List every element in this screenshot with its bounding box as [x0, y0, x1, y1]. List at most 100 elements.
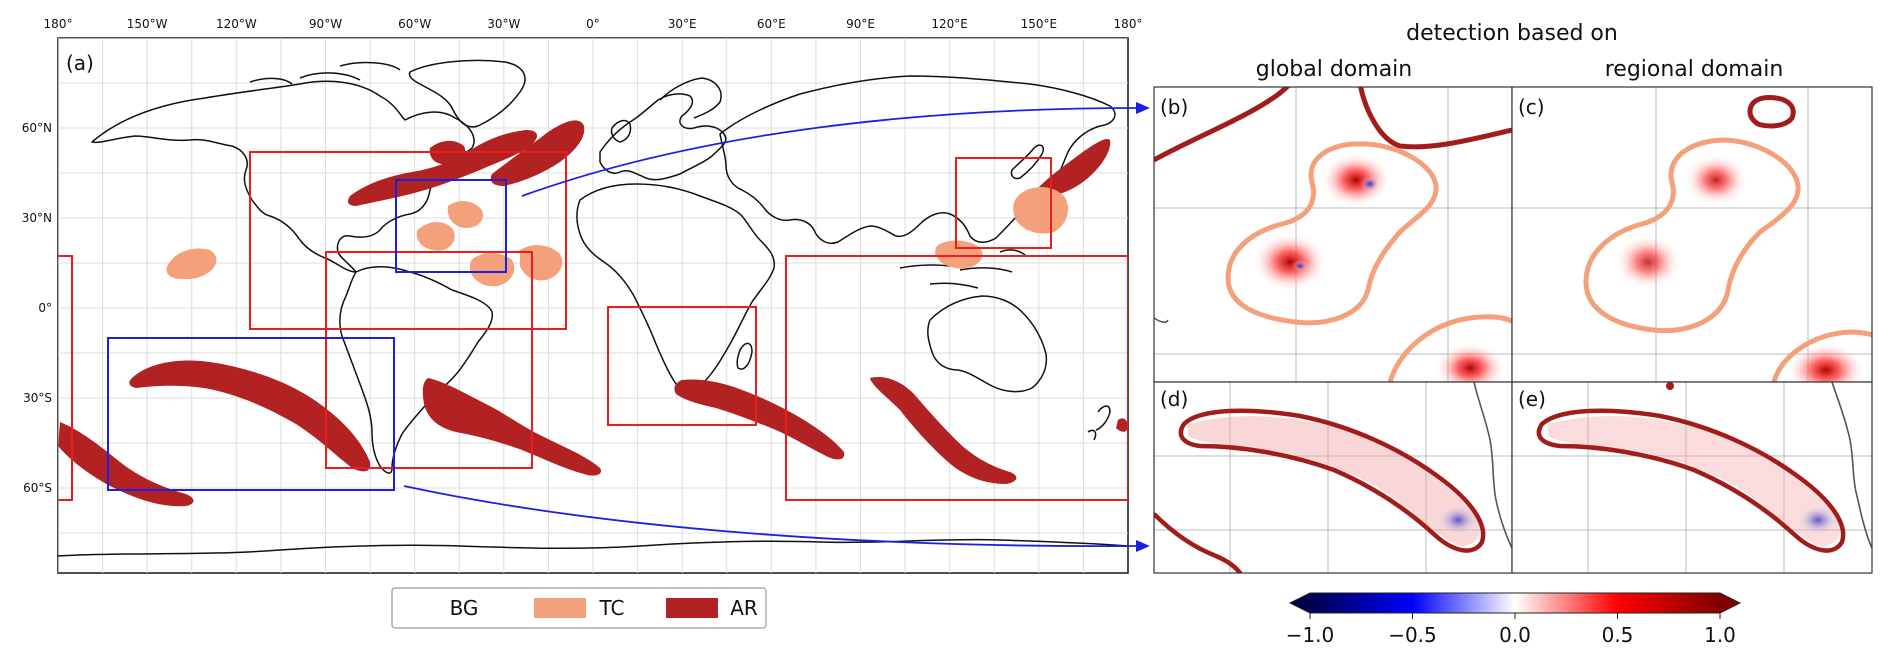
- relevance-hotspot-upper: [1320, 152, 1392, 208]
- uk-coast: [610, 119, 632, 143]
- europe-coast: [599, 93, 727, 181]
- panel-label-d: (d): [1160, 387, 1188, 411]
- ar-regions: [58, 120, 1128, 507]
- north-america-coast: [91, 80, 475, 273]
- ar-small-east: [1116, 418, 1128, 432]
- tc-atlantic-3: [470, 252, 515, 287]
- ar-south-pacific: [129, 360, 371, 472]
- panel-label-c: (c): [1518, 95, 1545, 119]
- longitude-label: 0°: [586, 17, 600, 31]
- relevance-band-e: [1548, 416, 1840, 546]
- world-map-panel: (a) 180° 150°W 120°W 90°W 60°W 30°W 0° 30°E 60°E…: [22, 17, 1143, 574]
- tc-contour-regional-corner: [1771, 329, 1872, 382]
- longitude-label: 150°E: [1021, 17, 1058, 31]
- colorbar-tick-label: 0.0: [1499, 623, 1531, 647]
- arrow-head-bottom: [1136, 540, 1150, 552]
- tc-atlantic-4: [520, 245, 563, 281]
- legend-swatch-ar: [666, 598, 718, 618]
- region-box-north-america: [249, 151, 567, 330]
- tc-contour-regional: [1583, 137, 1801, 334]
- coast-south-america-d: [1473, 382, 1512, 549]
- south-america-coast: [339, 266, 494, 474]
- connector-arrows: [403, 102, 1150, 552]
- relevance-hotspot-corner: [1434, 342, 1506, 382]
- longitude-label: 120°E: [931, 17, 968, 31]
- ar-indian-ocean: [870, 376, 1017, 484]
- map-gridlines: [58, 38, 1128, 573]
- region-box-south-pacific-edge: [58, 255, 73, 501]
- panel-d-global-ar: (d): [1153, 381, 1513, 574]
- legend-label-bg: BG: [450, 596, 479, 620]
- ar-contour-global-top: [1154, 87, 1512, 163]
- longitude-label: 90°E: [846, 17, 875, 31]
- madagascar-coast: [736, 342, 753, 370]
- ar-south-atlantic: [422, 378, 602, 476]
- tc-contour-global-corner: [1387, 314, 1512, 382]
- focus-boxes: [107, 179, 507, 491]
- region-box-caribbean: [325, 251, 533, 469]
- longitude-labels: 180° 150°W 120°W 90°W 60°W 30°W 0° 30°E 60°E 90°E…: [44, 17, 1143, 31]
- latitude-label: 60°N: [22, 121, 52, 135]
- detection-title: detection based on: [1406, 21, 1618, 46]
- longitude-label: 120°W: [216, 17, 257, 31]
- tc-contour-global: [1225, 141, 1439, 326]
- tc-east-pacific: [166, 248, 217, 280]
- ar-contour-regional-ring: [1747, 95, 1796, 129]
- africa-coast: [576, 183, 776, 391]
- panel-c-regional-tc: (c): [1511, 86, 1873, 383]
- greenland-coast: [408, 59, 526, 128]
- panel-label-b: (b): [1160, 95, 1188, 119]
- ar-north-pacific-japan: [1038, 138, 1111, 196]
- colorbar-tick-label: 0.5: [1602, 623, 1634, 647]
- longitude-label: 90°W: [309, 17, 342, 31]
- colorbar-min-extend: [1290, 593, 1310, 613]
- longitude-label: 180°: [1114, 17, 1143, 31]
- ar-dot-e: [1666, 382, 1674, 390]
- colorbar-max-extend: [1720, 593, 1740, 613]
- ar-contour-global: [1178, 408, 1486, 553]
- legend-label-ar: AR: [730, 596, 758, 620]
- tc-west-pacific-2: [1013, 187, 1069, 234]
- latitude-label: 30°S: [23, 391, 52, 405]
- panel-b-global-tc: (b): [1153, 86, 1513, 383]
- latitude-label: 60°S: [23, 481, 52, 495]
- scandinavia-coast: [659, 77, 722, 119]
- colorbar-gradient: [1310, 593, 1720, 613]
- relevance-band-d: [1188, 416, 1480, 546]
- panel-label-e: (e): [1518, 387, 1546, 411]
- region-box-indian-ocean: [785, 255, 1128, 501]
- asia-coast: [719, 75, 1116, 244]
- longitude-label: 60°E: [757, 17, 786, 31]
- relevance-hotspot-lower: [1252, 232, 1328, 292]
- coast-south-america-e: [1831, 382, 1872, 549]
- coastlines: [58, 59, 1128, 557]
- colorbar: −1.0 −0.5 0.0 0.5 1.0: [1286, 592, 1742, 647]
- colorbar-tick-label: −0.5: [1388, 623, 1437, 647]
- region-box-west-pacific: [955, 157, 1052, 249]
- region-box-south-africa: [607, 306, 757, 426]
- new-zealand-coast: [1087, 405, 1111, 441]
- map-legend: BG TC AR: [391, 587, 767, 629]
- tc-atlantic-2: [447, 201, 484, 228]
- latitude-label: 0°: [38, 301, 52, 315]
- arrow-to-top-panels: [521, 107, 1141, 197]
- longitude-label: 30°E: [668, 17, 697, 31]
- colorbar-ticks: −1.0 −0.5 0.0 0.5 1.0: [1286, 613, 1736, 647]
- latitude-labels: 60°N 30°N 0° 30°S 60°S: [22, 121, 52, 495]
- colorbar-tick-label: 1.0: [1704, 623, 1736, 647]
- legend-label-tc: TC: [598, 596, 624, 620]
- panel-label-a: (a): [66, 51, 94, 75]
- longitude-label: 150°W: [127, 17, 168, 31]
- arrow-head-top: [1136, 102, 1150, 114]
- antarctica-coast: [58, 538, 1128, 557]
- arrow-to-bottom-panels: [403, 485, 1141, 548]
- longitude-label: 30°W: [487, 17, 520, 31]
- longitude-label: 180°: [44, 17, 73, 31]
- focus-box-atlantic-tc: [395, 179, 507, 273]
- australia-coast: [927, 295, 1048, 393]
- colorbar-tick-label: −1.0: [1286, 623, 1335, 647]
- coast-fragment-b: [1154, 317, 1169, 323]
- column-header-regional: regional domain: [1605, 57, 1784, 82]
- legend-swatch-tc: [534, 598, 586, 618]
